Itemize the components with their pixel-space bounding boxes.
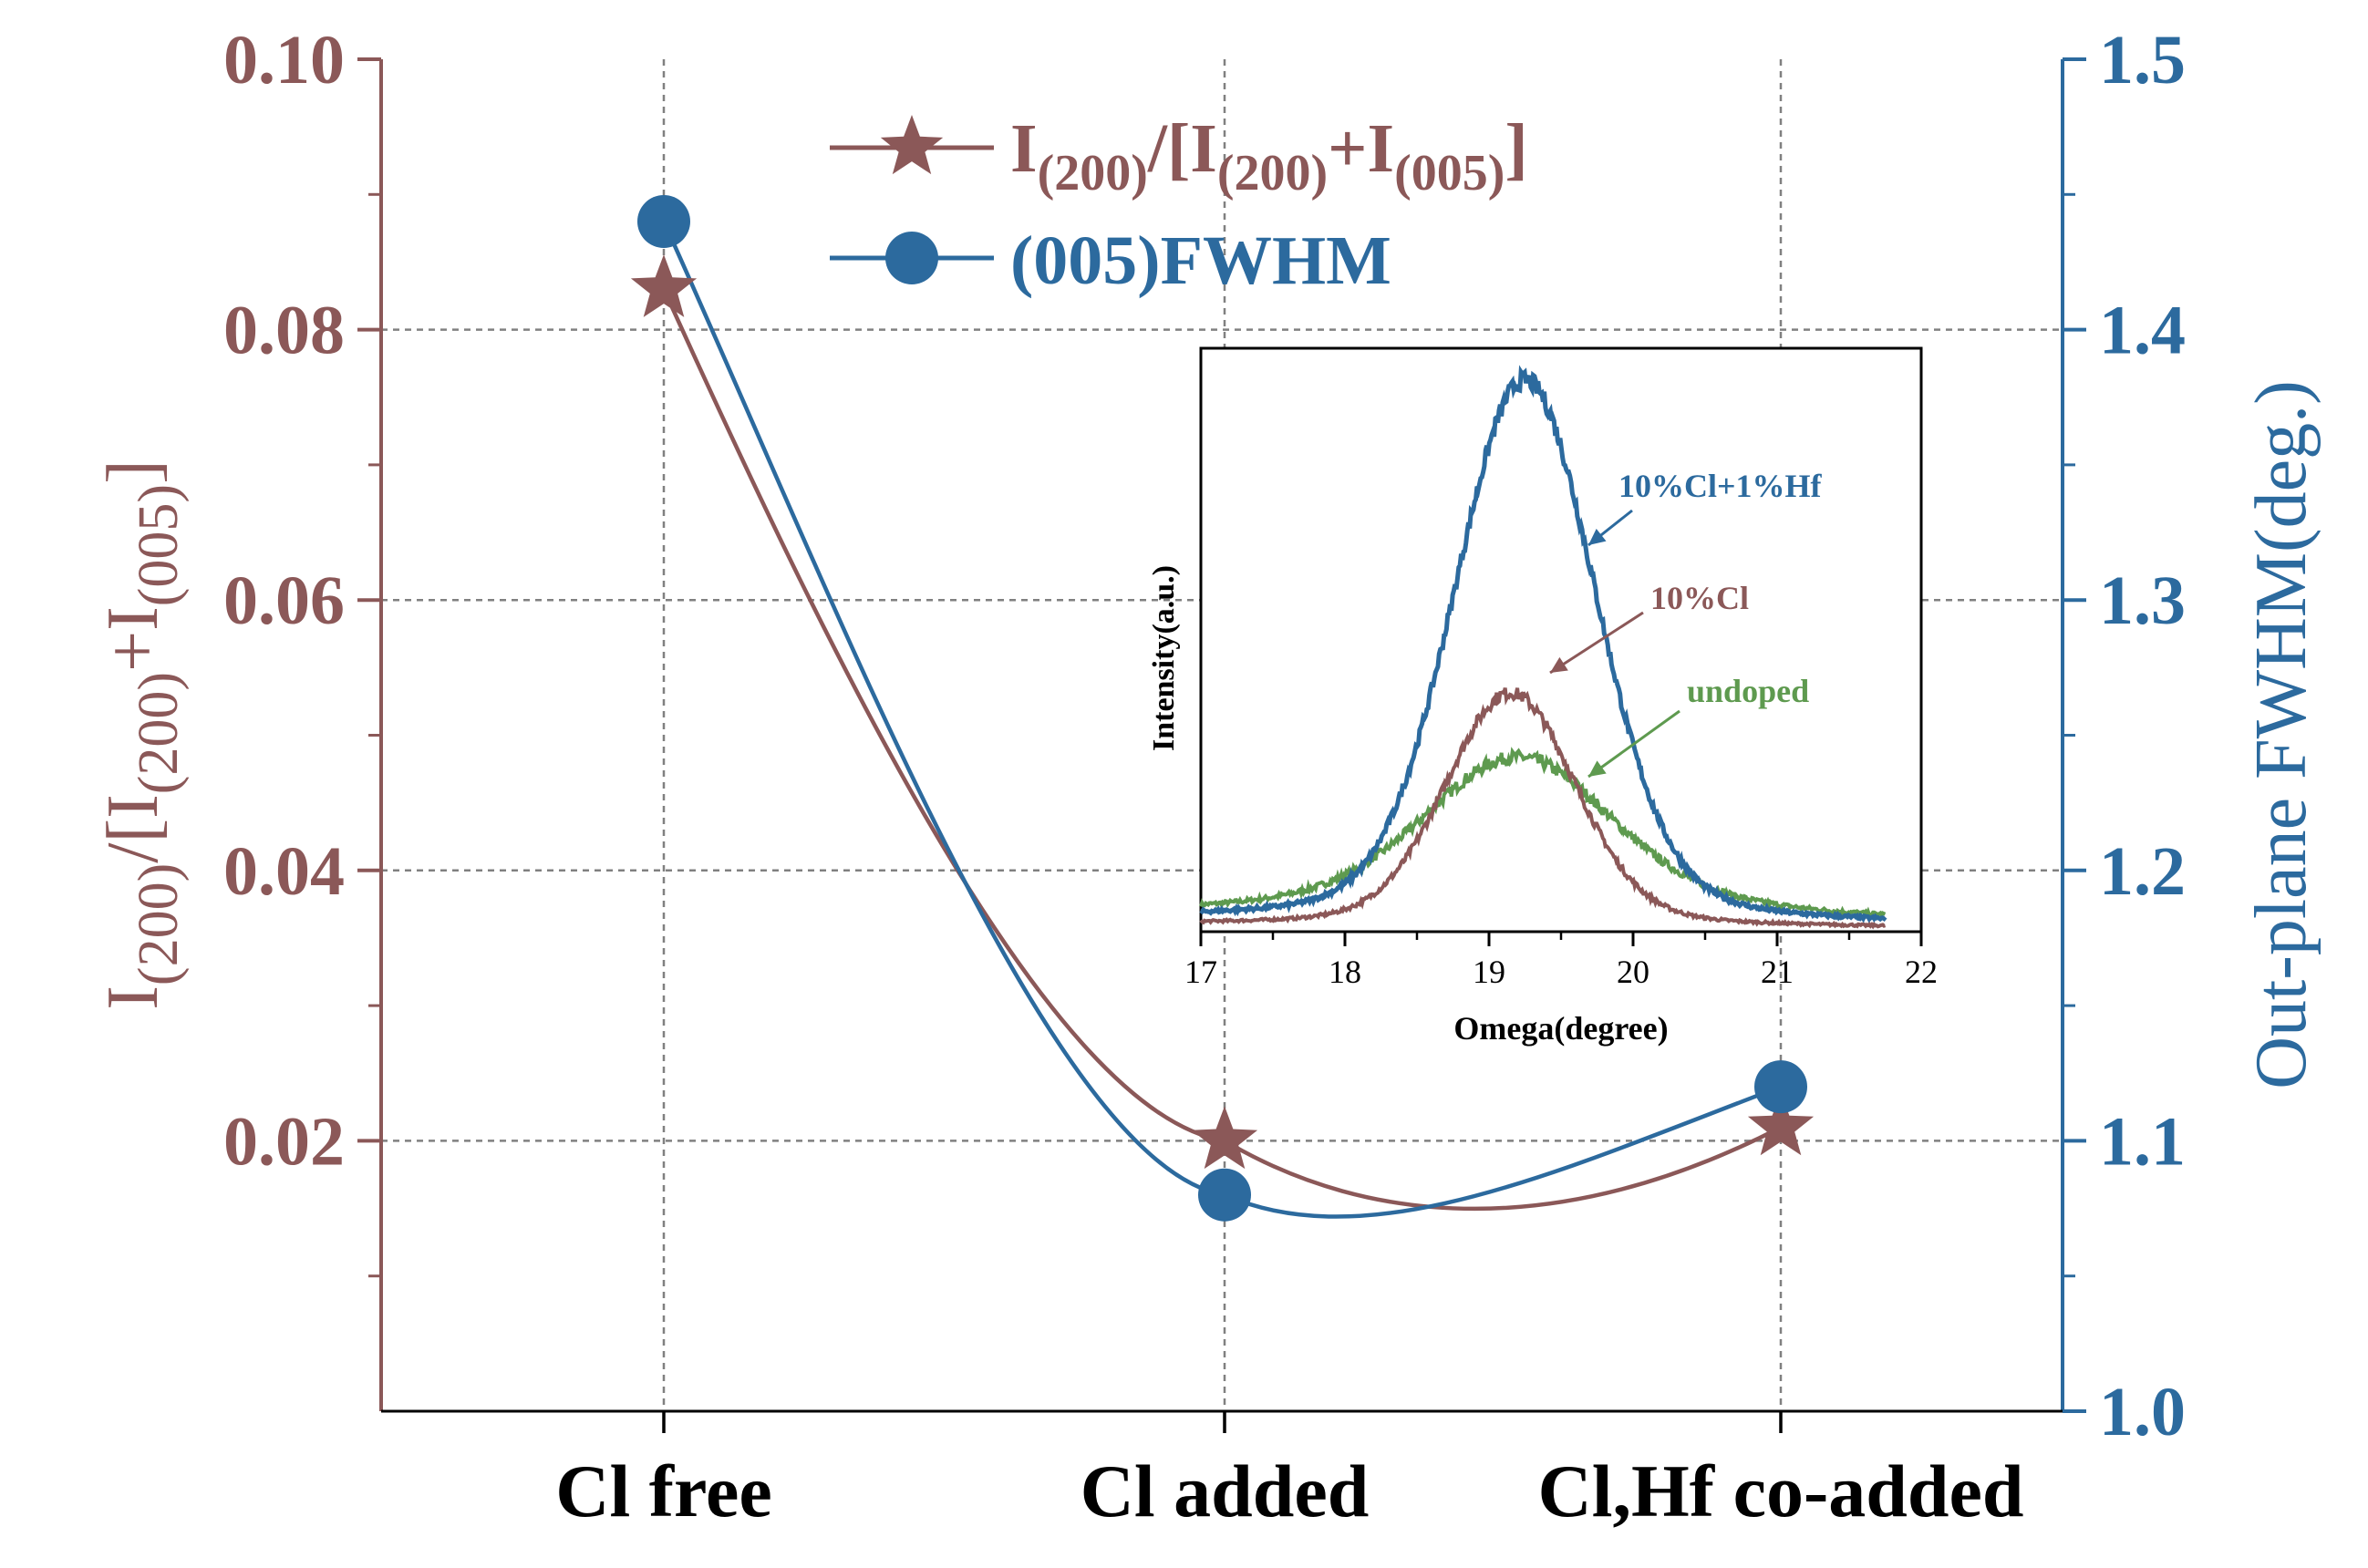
inset-arrow-head [1588,529,1607,545]
inset-curve-cl-hf [1199,365,1887,923]
right-tick-label: 1.3 [2099,562,2186,639]
inset-y-axis-title: Intensity(a.u.) [1147,565,1181,751]
fwhm-circle-marker [1198,1168,1251,1222]
left-tick-label: 0.02 [223,1103,345,1180]
inset-annotation-arrow [1587,709,1680,779]
inset-x-tick-label: 19 [1473,954,1505,990]
left-tick-label: 0.06 [223,562,345,639]
inset-x-axis-title: Omega(degree) [1453,1010,1668,1047]
inset-annotation-arrow [1549,611,1644,675]
inset-x-tick-label: 18 [1329,954,1361,990]
fwhm-circle-marker [1754,1060,1807,1114]
right-axis-title: Out-plane FWHM(deg.) [2241,380,2321,1089]
data-markers [630,194,1815,1222]
left-tick-label: 0.04 [223,833,345,910]
x-category-label: Cl free [555,1449,772,1532]
legend: I(200)/[I(200)+I(005)] (005)FWHM [830,110,1528,299]
fwhm-circle-marker [637,194,690,248]
ratio-star-marker [630,254,698,317]
inset-curve-undoped [1199,747,1887,920]
inset-annotation-label: 10%Cl [1650,580,1749,616]
inset-annotation-label: 10%Cl+1%Hf [1618,468,1823,504]
left-tick-label: 0.08 [223,293,345,369]
ratio-curve [661,288,1783,1212]
inset-x-tick-label: 20 [1617,954,1649,990]
inset-arrow-head [1588,760,1607,777]
inset-arrow-head [1550,656,1568,673]
inset-frame [1199,346,1923,934]
left-axis-title: I(200)/[I(200)+I(005)] [93,459,190,1009]
ratio-star-marker [1747,1092,1815,1156]
legend-ratio-star [880,115,944,175]
x-category-label: Cl added [1081,1449,1370,1532]
right-tick-label: 1.4 [2099,293,2186,369]
right-tick-label: 1.2 [2099,833,2186,910]
fwhm-curve [661,221,1782,1219]
inset-annotation-label: undoped [1687,673,1809,709]
left-tick-label: 0.10 [223,22,345,98]
right-tick-label: 1.0 [2099,1374,2186,1450]
x-category-label: Cl,Hf co-added [1538,1449,2024,1532]
axes: 0.02 0.04 0.06 0.08 0.10 1.0 1.1 1.2 1.3 1.4 1.5 Cl… [93,22,2321,1532]
inset-curve-cl [1199,687,1887,930]
inset-x-tick-label: 17 [1184,954,1217,990]
inset-chart: 17 18 19 20 21 22 Omega(degree) Intensity(a.u.)… [1147,346,1938,1047]
right-tick-label: 1.1 [2099,1103,2186,1180]
inset-x-tick-label: 21 [1761,954,1794,990]
data-curves [661,221,1783,1219]
ratio-star-marker [1191,1106,1258,1170]
right-tick-label: 1.5 [2099,22,2186,98]
legend-ratio-label: I(200)/[I(200)+I(005)] [1010,110,1528,201]
legend-fwhm-circle [885,232,938,284]
inset-x-tick-label: 22 [1905,954,1938,990]
legend-fwhm-label: (005)FWHM [1010,222,1391,299]
